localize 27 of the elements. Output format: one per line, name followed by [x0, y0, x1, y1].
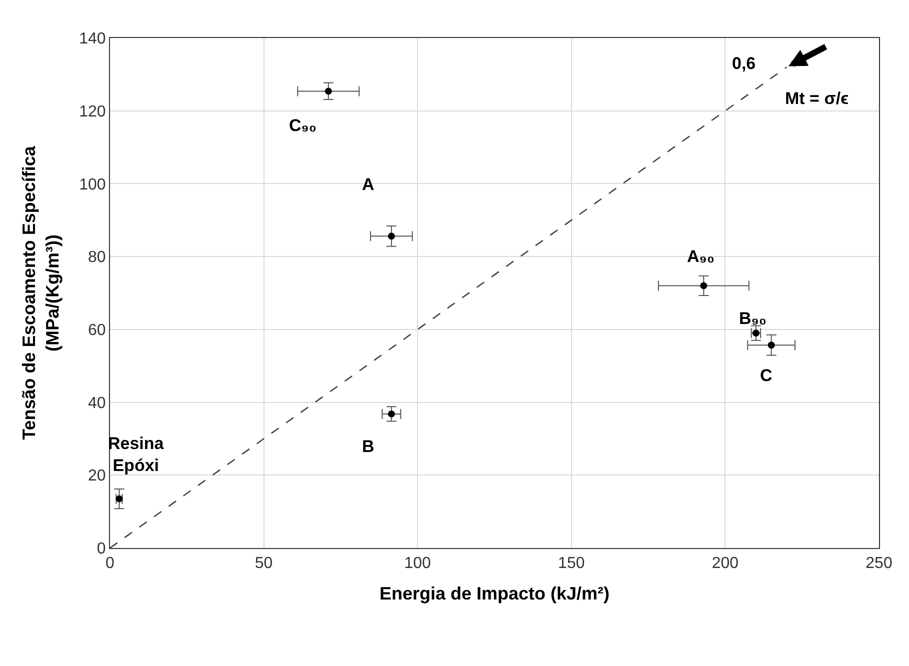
- y-tick-label: 0: [96, 540, 106, 558]
- y-tick-label: 100: [79, 176, 106, 194]
- x-tick-label: 250: [866, 555, 892, 572]
- x-tick-label: 200: [712, 555, 739, 572]
- annotation: Mt = σ/ϵ: [785, 89, 849, 108]
- y-tick-label: 120: [79, 103, 106, 120]
- annotation: C₉₀: [289, 116, 317, 135]
- annotation: A: [362, 175, 374, 194]
- y-axis-title: Tensão de Escoamento Específica (MPa/(Kg/m³)): [18, 145, 62, 440]
- y-tick-label: 40: [88, 394, 106, 412]
- annotation: A₉₀: [687, 247, 715, 266]
- y-tick-label: 140: [79, 30, 106, 48]
- point: [324, 88, 332, 95]
- point: [388, 232, 395, 240]
- annotation: C: [760, 366, 772, 385]
- y-tick-label: 20: [88, 468, 106, 485]
- point: [768, 342, 775, 349]
- x-tick-label: 50: [254, 555, 273, 572]
- x-axis-title: Energia de Impacto (kJ/m²): [379, 583, 610, 604]
- annotation: B₉₀: [739, 309, 767, 328]
- point: [700, 282, 708, 290]
- y-tick-label: 60: [88, 322, 106, 340]
- y-tick-label: 80: [88, 249, 106, 266]
- annotation: B: [362, 437, 374, 456]
- x-tick-label: 100: [404, 555, 432, 572]
- annotation: 0,6: [732, 54, 756, 73]
- x-tick-label: 150: [558, 555, 585, 572]
